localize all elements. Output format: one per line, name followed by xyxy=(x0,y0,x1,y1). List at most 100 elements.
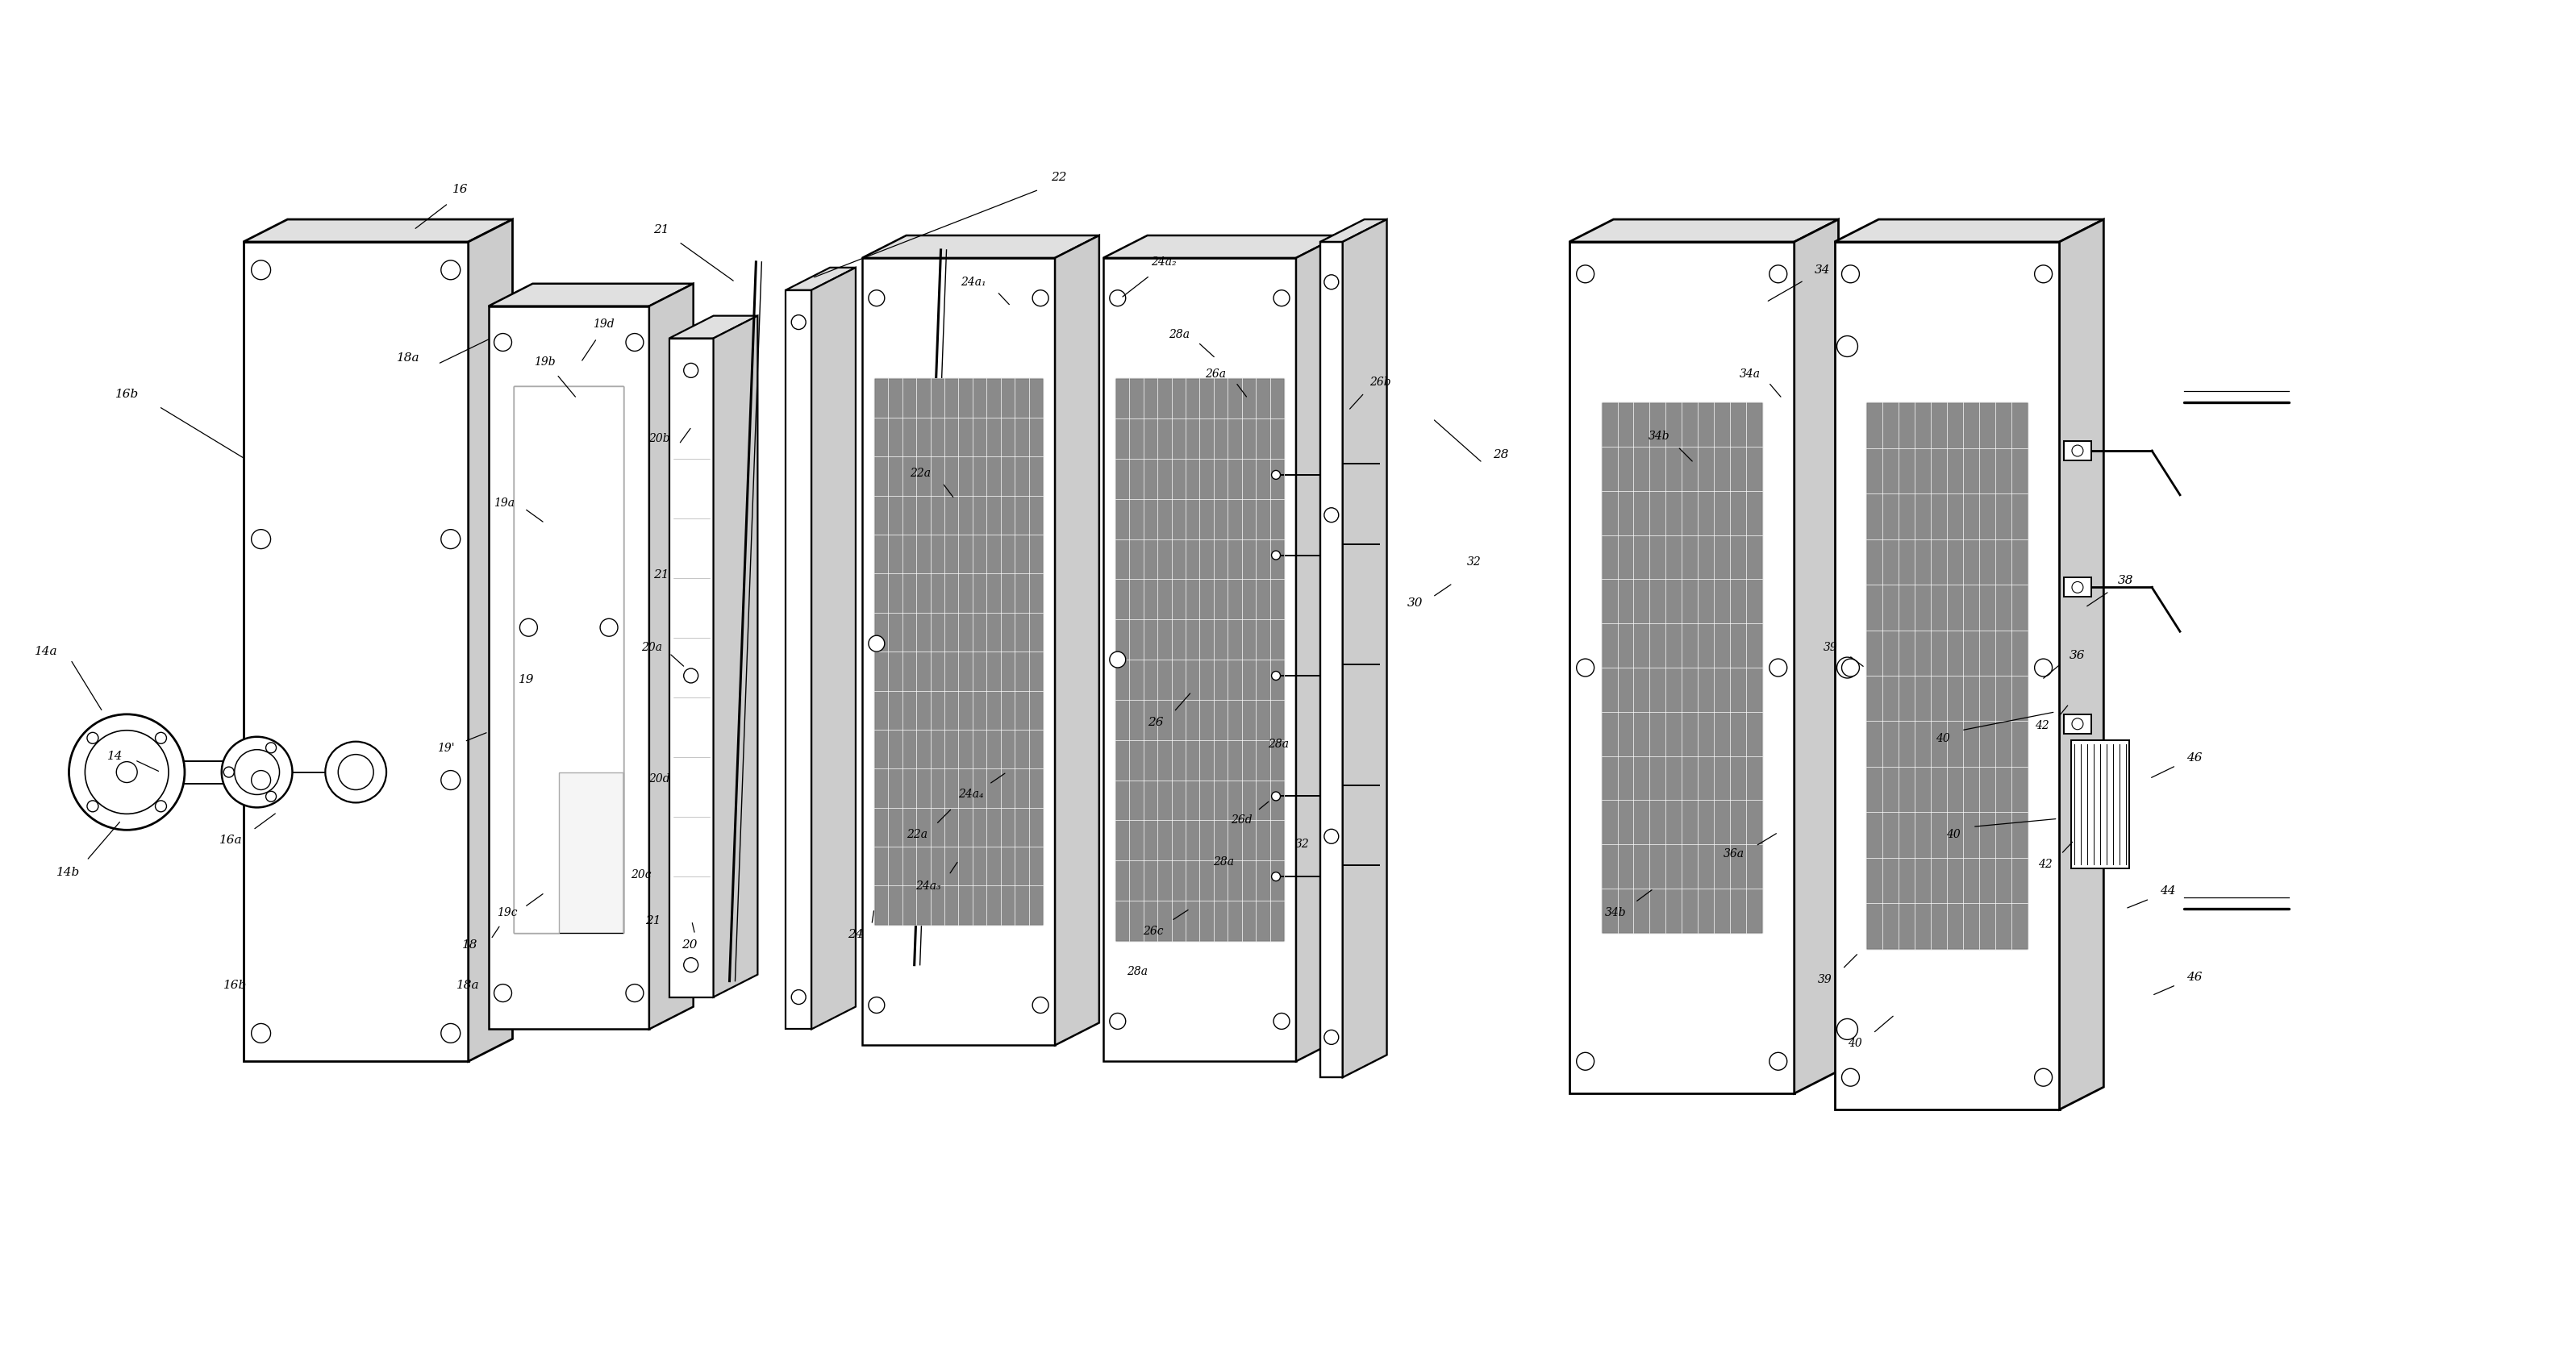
Text: 22: 22 xyxy=(1051,172,1066,183)
Text: 24a₃: 24a₃ xyxy=(914,881,940,892)
Polygon shape xyxy=(714,315,757,997)
Text: 40: 40 xyxy=(1935,733,1950,744)
Polygon shape xyxy=(1056,235,1100,1046)
Polygon shape xyxy=(863,235,1100,258)
Circle shape xyxy=(440,1024,461,1043)
Circle shape xyxy=(2035,265,2053,283)
Circle shape xyxy=(1842,1069,1860,1086)
Circle shape xyxy=(234,750,278,794)
Text: 26c: 26c xyxy=(1144,925,1164,936)
Circle shape xyxy=(1770,1053,1788,1070)
Text: 39: 39 xyxy=(1824,641,1837,653)
Text: 20b: 20b xyxy=(649,433,670,444)
Circle shape xyxy=(325,741,386,802)
Text: 14a: 14a xyxy=(36,645,59,658)
Circle shape xyxy=(222,737,291,808)
Text: 30: 30 xyxy=(1406,598,1422,609)
Text: 20: 20 xyxy=(683,939,698,950)
Polygon shape xyxy=(2058,219,2105,1109)
Polygon shape xyxy=(1868,403,2027,948)
Text: 32: 32 xyxy=(1468,556,1481,567)
Circle shape xyxy=(2071,718,2084,729)
Text: 34b: 34b xyxy=(1649,430,1669,442)
Text: 19': 19' xyxy=(438,743,453,754)
Circle shape xyxy=(791,315,806,329)
Text: 14: 14 xyxy=(106,751,124,762)
Text: 18: 18 xyxy=(461,939,477,950)
Circle shape xyxy=(1273,290,1291,306)
Text: 28a: 28a xyxy=(1267,739,1288,750)
Circle shape xyxy=(495,333,513,352)
Circle shape xyxy=(1842,265,1860,283)
Polygon shape xyxy=(1834,242,2058,1109)
Text: 20d: 20d xyxy=(649,773,670,785)
Text: 18a: 18a xyxy=(456,980,479,990)
Text: 44: 44 xyxy=(2161,885,2177,897)
Polygon shape xyxy=(1103,235,1340,258)
Text: 24a₁: 24a₁ xyxy=(961,276,987,288)
Circle shape xyxy=(88,732,98,744)
Polygon shape xyxy=(489,284,693,306)
Polygon shape xyxy=(489,306,649,1030)
Circle shape xyxy=(1324,829,1340,844)
Circle shape xyxy=(1577,659,1595,676)
Text: 21: 21 xyxy=(647,915,662,927)
Circle shape xyxy=(1324,507,1340,522)
Text: 16a: 16a xyxy=(219,835,242,846)
Text: 18a: 18a xyxy=(397,353,420,364)
Text: 26: 26 xyxy=(1146,717,1164,728)
Circle shape xyxy=(1837,336,1857,357)
Circle shape xyxy=(440,529,461,549)
Circle shape xyxy=(88,801,98,812)
Text: 22a: 22a xyxy=(909,468,930,479)
Text: 28a: 28a xyxy=(1170,329,1190,340)
Text: 40: 40 xyxy=(1847,1038,1862,1050)
Circle shape xyxy=(116,762,137,782)
Polygon shape xyxy=(515,387,623,932)
Circle shape xyxy=(683,668,698,683)
Circle shape xyxy=(1324,275,1340,290)
Circle shape xyxy=(1273,1013,1291,1030)
Text: 21: 21 xyxy=(654,570,670,580)
Text: 19: 19 xyxy=(518,674,533,686)
Circle shape xyxy=(155,732,167,744)
Polygon shape xyxy=(515,387,623,932)
Polygon shape xyxy=(2063,441,2092,460)
Text: 46: 46 xyxy=(2187,752,2202,763)
Circle shape xyxy=(1577,1053,1595,1070)
Circle shape xyxy=(1033,997,1048,1013)
Polygon shape xyxy=(1342,219,1386,1077)
Circle shape xyxy=(1837,1019,1857,1039)
Circle shape xyxy=(1273,792,1280,801)
Circle shape xyxy=(252,529,270,549)
Text: 34b: 34b xyxy=(1605,907,1625,919)
Polygon shape xyxy=(786,290,811,1030)
Circle shape xyxy=(265,743,276,754)
Circle shape xyxy=(626,984,644,1001)
Polygon shape xyxy=(873,379,1043,924)
Circle shape xyxy=(791,990,806,1004)
Circle shape xyxy=(2035,1069,2053,1086)
Circle shape xyxy=(626,333,644,352)
Text: 34: 34 xyxy=(1814,264,1832,276)
Circle shape xyxy=(683,363,698,377)
Circle shape xyxy=(1110,1013,1126,1030)
Text: 26d: 26d xyxy=(1231,815,1252,825)
Text: 39: 39 xyxy=(1819,974,1832,985)
Text: 28a: 28a xyxy=(1126,966,1146,977)
Text: 40: 40 xyxy=(1947,829,1960,840)
Polygon shape xyxy=(2063,714,2092,733)
Polygon shape xyxy=(670,338,714,997)
Circle shape xyxy=(1273,671,1280,681)
Circle shape xyxy=(155,801,167,812)
Text: 14b: 14b xyxy=(57,867,80,878)
Circle shape xyxy=(1837,658,1857,678)
Text: 24a₄: 24a₄ xyxy=(958,789,984,800)
Circle shape xyxy=(70,714,185,829)
Circle shape xyxy=(1273,471,1280,479)
Text: 16b: 16b xyxy=(224,980,247,990)
Polygon shape xyxy=(786,268,855,290)
Circle shape xyxy=(1842,659,1860,676)
Circle shape xyxy=(440,260,461,280)
Circle shape xyxy=(224,767,234,778)
